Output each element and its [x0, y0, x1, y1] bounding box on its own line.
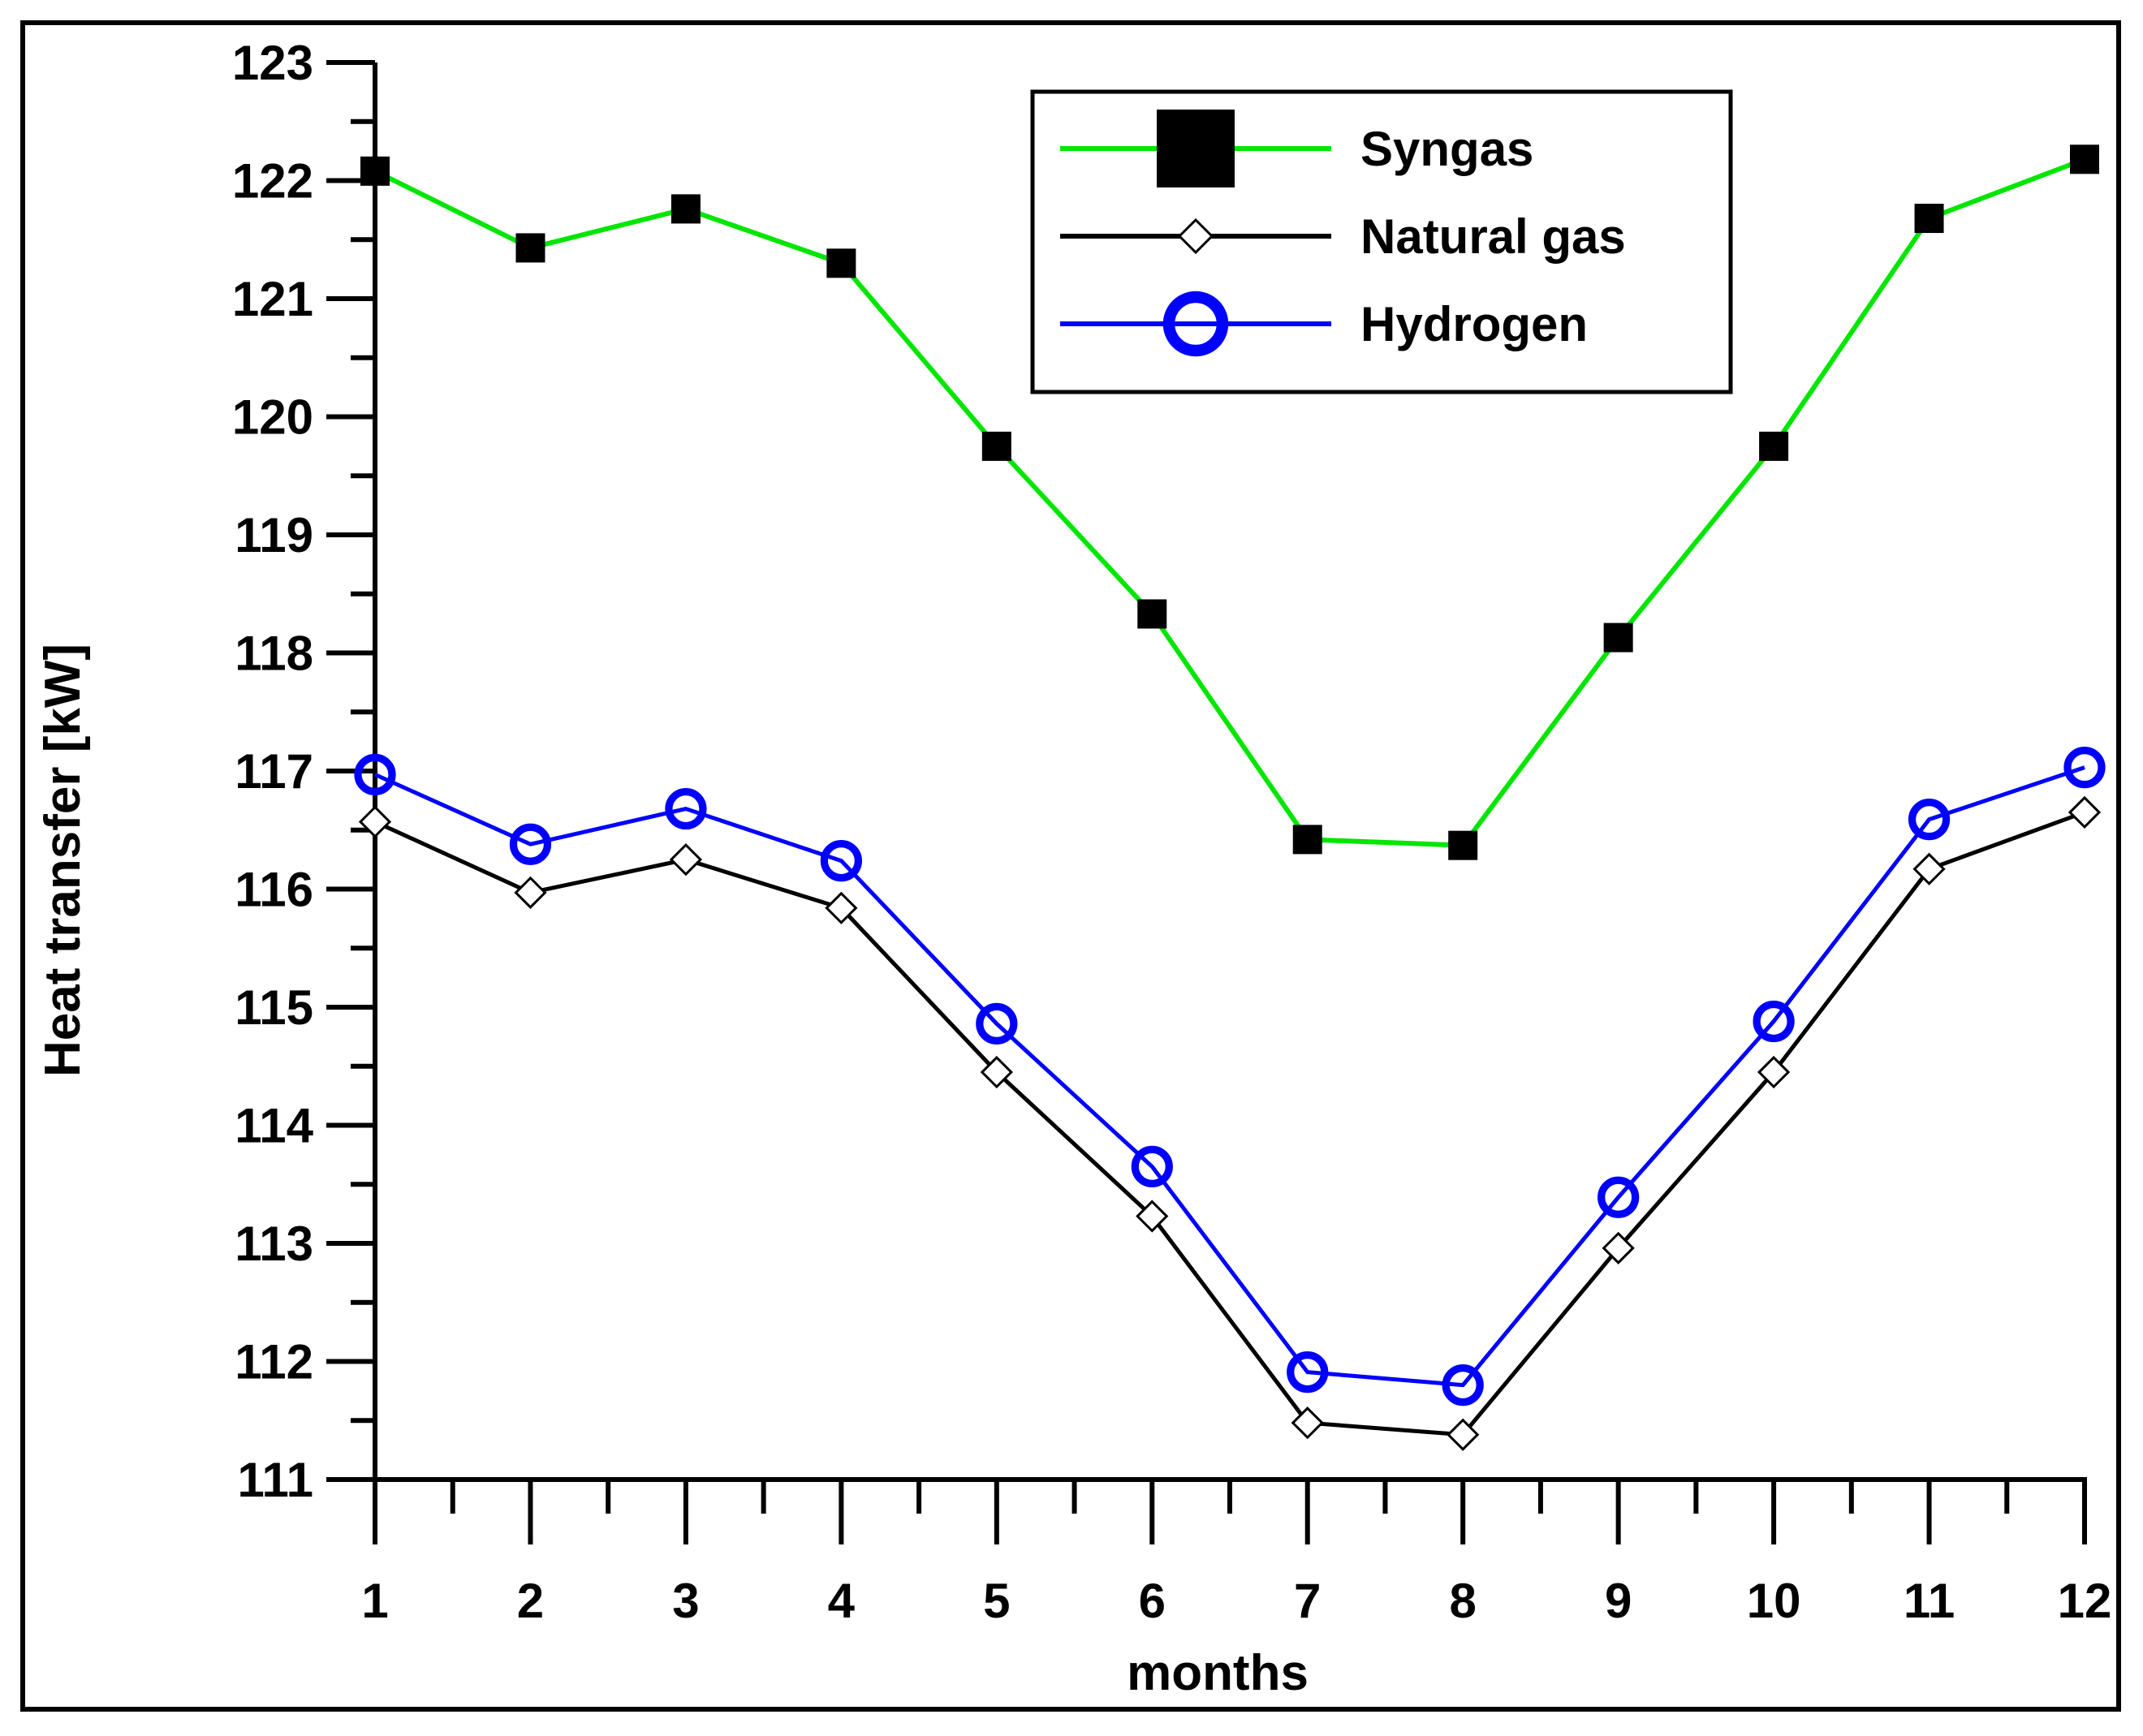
data-point [1912, 852, 1946, 885]
y-tick-label: 112 [235, 1335, 313, 1389]
series-natural-gas [358, 795, 2102, 1451]
data-point [514, 876, 547, 909]
y-tick-label: 121 [232, 272, 313, 326]
x-tick-label: 9 [1605, 1574, 1632, 1628]
legend-label: Natural gas [1360, 209, 1626, 264]
x-tick-label: 7 [1294, 1574, 1321, 1628]
x-tick-label: 5 [983, 1574, 1010, 1628]
y-tick-label: 111 [238, 1453, 314, 1507]
series-line [373, 765, 2085, 1388]
data-point [1442, 1363, 1484, 1406]
x-tick-label: 1 [361, 1574, 388, 1628]
data-point [1447, 1418, 1480, 1451]
data-point [1292, 825, 1322, 855]
x-tick-label: 6 [1139, 1574, 1166, 1628]
data-point [980, 1055, 1013, 1089]
legend-item-natural-gas: Natural gas [1060, 209, 1626, 264]
data-point [976, 1002, 1018, 1045]
legend-item-syngas: Syngas [1060, 110, 1533, 187]
data-point [1914, 204, 1944, 234]
data-point [820, 839, 862, 882]
x-tick-label: 2 [517, 1574, 544, 1628]
data-point [515, 233, 545, 263]
data-point [2068, 795, 2102, 829]
data-point [354, 753, 396, 795]
data-point [1448, 830, 1478, 860]
legend-marker [1162, 291, 1229, 357]
x-tick-label: 12 [2058, 1574, 2112, 1628]
data-point [669, 843, 703, 877]
data-point [1291, 1406, 1324, 1440]
legend-marker [1157, 110, 1235, 187]
x-tick-label: 8 [1449, 1574, 1476, 1628]
series-hydrogen [354, 747, 2106, 1406]
y-tick-label: 122 [232, 154, 313, 209]
data-point [825, 891, 858, 924]
legend-box [1030, 89, 1733, 394]
legend-label: Syngas [1360, 122, 1533, 176]
data-point [1598, 1176, 1640, 1218]
data-point [1131, 1145, 1173, 1188]
data-point [1753, 1000, 1795, 1043]
data-point [665, 787, 707, 830]
y-tick-label: 115 [235, 980, 313, 1035]
data-point [1759, 431, 1789, 461]
data-point [826, 248, 856, 278]
data-point [2063, 747, 2106, 789]
series-line [373, 810, 2085, 1437]
data-point [358, 805, 392, 838]
x-tick-label: 10 [1747, 1574, 1801, 1628]
y-tick-label: 118 [235, 627, 313, 681]
y-tick-label: 116 [235, 863, 313, 917]
data-point [1602, 1231, 1635, 1264]
y-tick-label: 120 [232, 390, 313, 445]
data-point [360, 156, 390, 186]
data-point [509, 823, 552, 865]
y-axis-title: Heat transfer [kW] [35, 644, 91, 1077]
y-tick-label: 123 [232, 36, 313, 90]
data-point [1137, 599, 1167, 629]
data-point [1908, 799, 1951, 841]
legend-item-hydrogen: Hydrogen [1060, 291, 1588, 357]
y-tick-label: 114 [235, 1099, 313, 1153]
data-point [1136, 1200, 1169, 1233]
legend-marker [1177, 218, 1214, 255]
legend-label: Hydrogen [1360, 297, 1588, 351]
x-axis-title: months [1127, 1645, 1309, 1701]
x-tick-label: 3 [672, 1574, 699, 1628]
series-syngas [360, 144, 2099, 860]
legend: Syngas Natural gas Hydrogen [1030, 89, 1733, 394]
axes-group: 1111121131141151161171181191201211221231… [232, 36, 2111, 1628]
series-line [373, 157, 2086, 848]
y-tick-label: 113 [235, 1217, 313, 1271]
y-tick-label: 119 [235, 508, 313, 562]
data-point [1603, 622, 1633, 653]
data-point [981, 431, 1011, 461]
data-point [670, 194, 701, 224]
data-point [1287, 1350, 1329, 1394]
series-layer [354, 144, 2106, 1451]
data-point [1757, 1055, 1791, 1089]
x-tick-label: 11 [1904, 1574, 1955, 1628]
x-tick-label: 4 [828, 1574, 856, 1628]
data-point [2070, 144, 2099, 174]
y-tick-label: 117 [235, 744, 313, 799]
